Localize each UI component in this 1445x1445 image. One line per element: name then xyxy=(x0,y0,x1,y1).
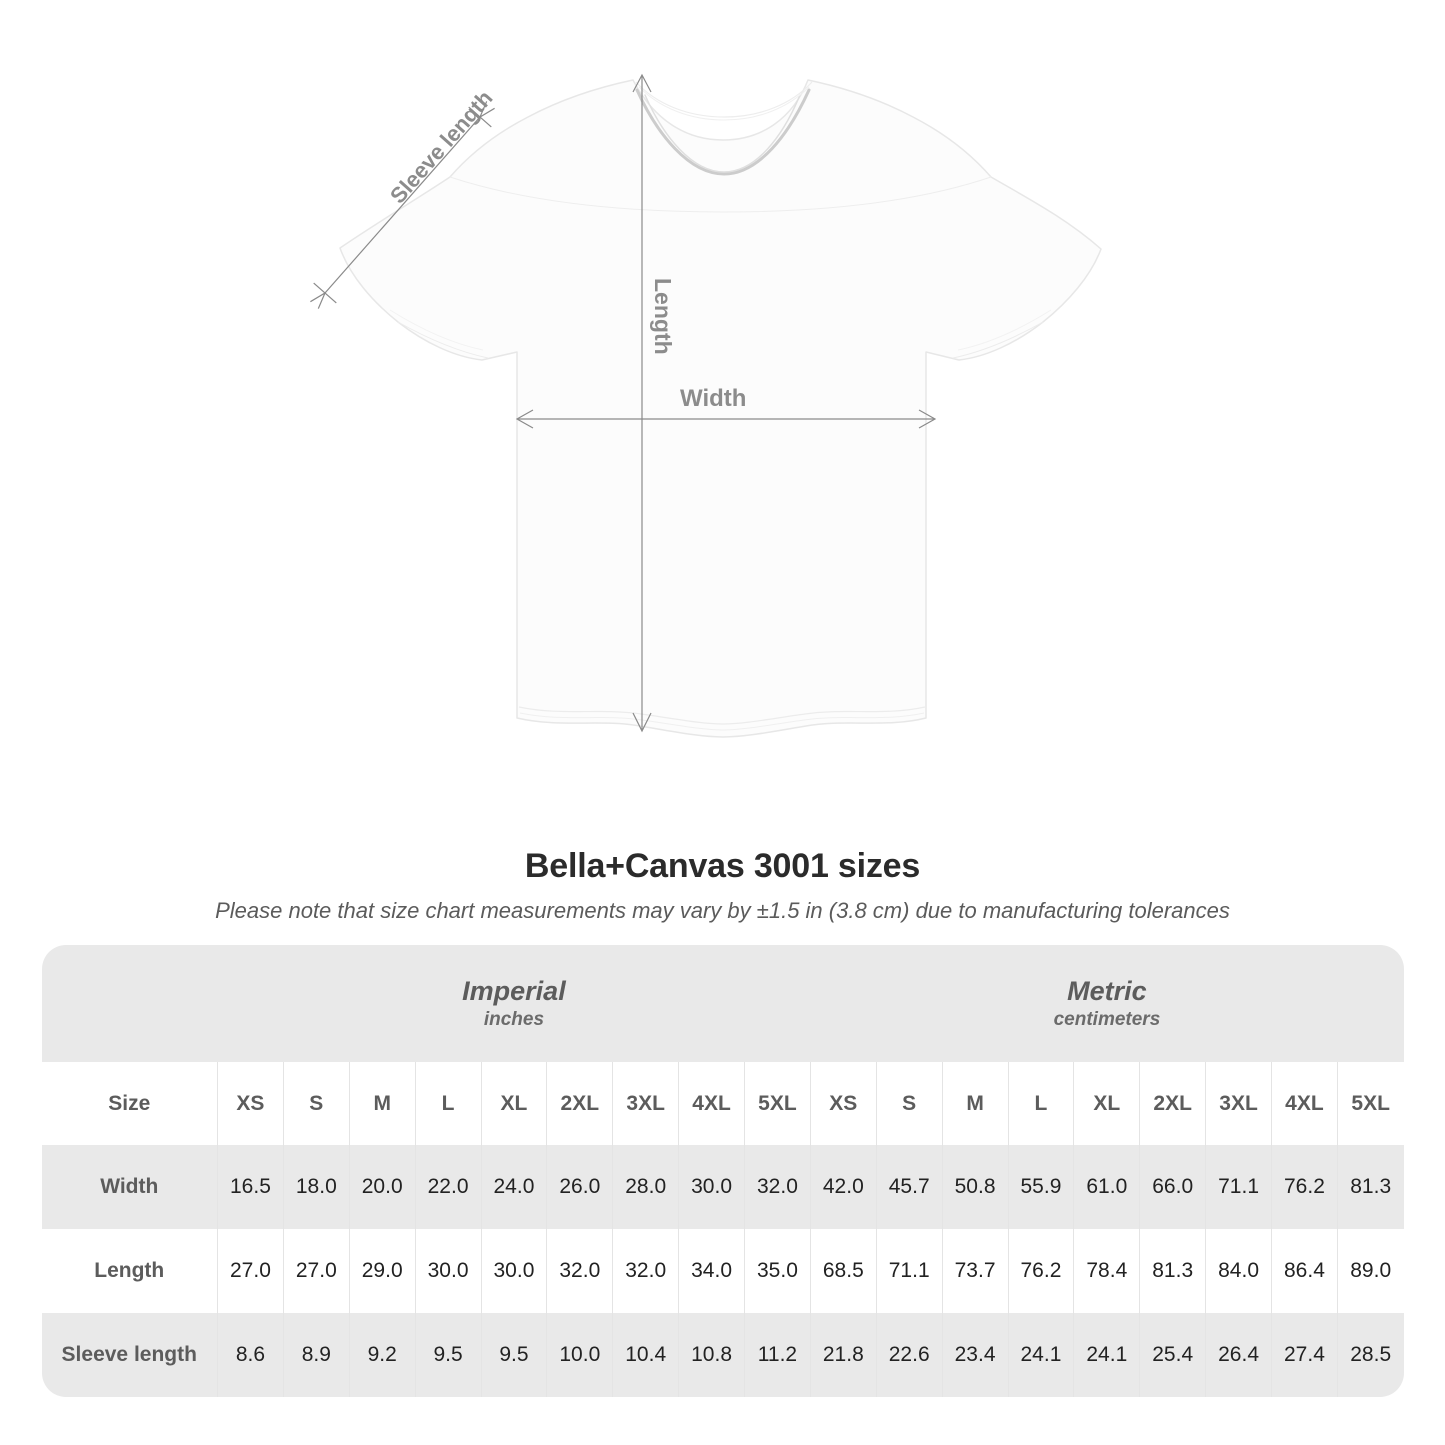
svg-text:Length: Length xyxy=(650,278,676,355)
svg-text:Width: Width xyxy=(680,385,746,412)
